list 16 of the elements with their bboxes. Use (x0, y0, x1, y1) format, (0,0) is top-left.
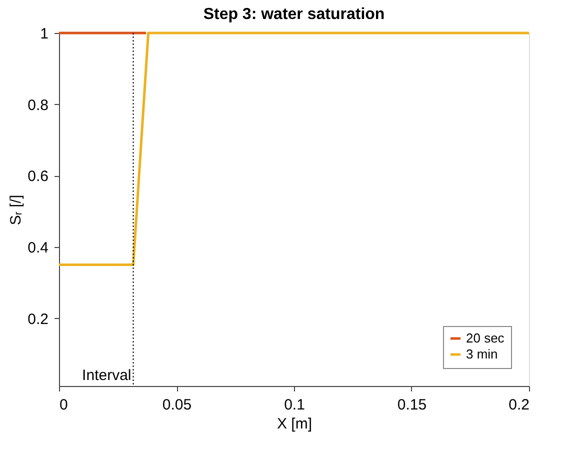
y-tick-label: 1 (40, 26, 48, 42)
x-tick-label: 0.05 (162, 396, 192, 414)
x-tick-label: 0.2 (508, 396, 530, 414)
ref-line-label: Interval (82, 367, 132, 384)
y-tick-label: 0.6 (28, 168, 48, 186)
legend-label: 3 min (466, 346, 498, 362)
y-tick-label: 0.8 (28, 96, 48, 114)
y-tick-label: 0.4 (28, 239, 48, 256)
chart-title: Step 3: water saturation (203, 6, 385, 23)
y-tick-label: 0.2 (28, 310, 48, 328)
legend-label: 20 sec (466, 330, 505, 346)
x-tick-label: 0 (60, 396, 68, 414)
y-axis-title: Sᵣ [/] (8, 194, 25, 226)
x-axis-title: X [m] (276, 416, 312, 432)
x-tick-label: 0.15 (397, 396, 427, 414)
x-tick-label: 0.1 (284, 396, 305, 414)
